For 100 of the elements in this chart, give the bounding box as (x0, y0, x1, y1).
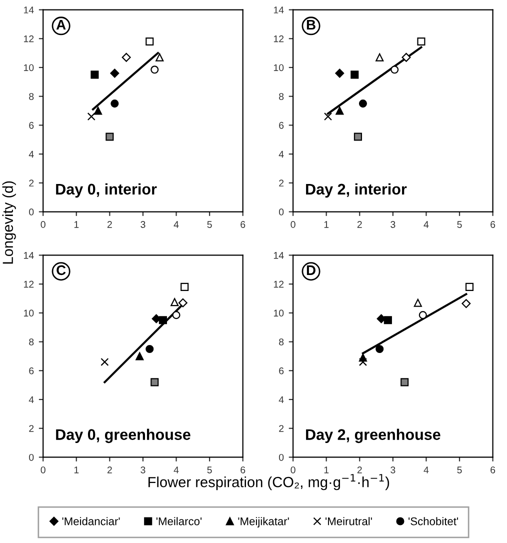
x-tick-label: 2 (107, 466, 112, 474)
point (358, 100, 367, 108)
point (384, 316, 392, 324)
legend-label: 'Meilarco' (156, 517, 202, 526)
y-tick-label: 12 (274, 280, 284, 288)
y-tick-label: 10 (24, 64, 34, 72)
x-tick-label: 0 (40, 466, 46, 474)
annotation: A (56, 20, 66, 30)
point (354, 132, 362, 141)
point (150, 378, 159, 386)
point (106, 132, 114, 141)
x-tick-label: 2 (357, 221, 362, 228)
y-tick-label: 4 (278, 150, 284, 158)
x-tick-label: 6 (490, 221, 496, 228)
y-tick-label: 14 (24, 252, 34, 259)
annotation: Day 0, interior (56, 183, 157, 198)
point (94, 106, 102, 115)
legend-label: 'Schobitet' (408, 517, 458, 526)
point (376, 344, 384, 354)
point (414, 298, 422, 307)
x-tick-label: 2 (107, 221, 112, 228)
annotation: C (56, 265, 66, 276)
x-tick-label: 4 (174, 466, 179, 474)
point (324, 112, 332, 121)
y-tick-label: 0 (29, 454, 34, 461)
y-tick-label: 12 (24, 35, 34, 42)
x-tick-label: 1 (324, 466, 329, 474)
y-tick-label: 2 (279, 180, 284, 186)
y-tick-label: 6 (29, 367, 34, 374)
y-tick-label: 14 (24, 6, 34, 14)
point (417, 37, 426, 46)
y-axis-title: Longevity (d) (2, 181, 16, 264)
y-tick-label: 10 (274, 310, 284, 317)
x-tick-label: 5 (207, 466, 212, 474)
point (376, 53, 384, 62)
y-tick-label: 6 (279, 122, 284, 129)
point (336, 106, 344, 115)
y-tick-label: 10 (274, 64, 284, 72)
x-tick-label: 5 (457, 466, 462, 474)
y-tick-label: 14 (274, 252, 284, 259)
x-tick-label: 4 (424, 221, 429, 228)
point (462, 299, 471, 308)
point (87, 112, 96, 121)
x-tick-label: 5 (207, 221, 212, 228)
y-tick-label: 6 (29, 122, 34, 129)
x-tick-label: 1 (74, 466, 79, 474)
y-tick-label: 8 (279, 338, 284, 346)
point (150, 66, 159, 74)
point (172, 311, 180, 320)
x-tick-label: 3 (140, 221, 146, 228)
annotation: Day 2, interior (306, 183, 407, 198)
x-tick-label: 1 (324, 221, 329, 228)
x-tick-label: 5 (457, 221, 462, 228)
x-tick-label: 0 (290, 466, 296, 474)
y-tick-label: 2 (279, 425, 284, 432)
y-tick-label: 4 (278, 396, 284, 404)
x-tick-label: 3 (390, 466, 396, 474)
x-tick-label: 4 (424, 466, 429, 474)
y-tick-label: 14 (274, 6, 284, 14)
legend-label: 'Meidanciar' (62, 517, 120, 526)
x-tick-label: 0 (290, 221, 296, 228)
x-tick-label: 0 (40, 221, 46, 228)
x-tick-label: 1 (74, 221, 79, 228)
y-tick-label: 8 (29, 338, 34, 346)
point (100, 358, 109, 366)
point (178, 298, 188, 308)
y-tick-label: 12 (24, 280, 34, 288)
point (90, 70, 99, 79)
point (158, 316, 167, 324)
y-tick-label: 12 (274, 35, 284, 42)
y-tick-label: 8 (279, 93, 284, 100)
y-tick-label: 4 (28, 150, 34, 158)
y-tick-label: 0 (278, 208, 284, 216)
point (146, 344, 154, 354)
y-tick-label: 0 (278, 454, 284, 461)
point (122, 52, 131, 62)
x-tick-label: 3 (390, 221, 396, 228)
point (110, 100, 119, 108)
point (335, 68, 344, 78)
point (110, 68, 120, 78)
point (390, 66, 399, 74)
x-tick-label: 3 (140, 466, 146, 474)
annotation: Day 2, greenhouse (306, 428, 440, 444)
point (358, 358, 367, 366)
annotation: Day 0, greenhouse (56, 428, 190, 444)
point (180, 282, 189, 291)
annotation: D (306, 265, 316, 275)
point (400, 378, 409, 386)
point (402, 52, 411, 62)
x-tick-label: 6 (240, 466, 246, 474)
x-tick-label: 2 (357, 466, 362, 474)
point (156, 53, 164, 62)
point (136, 352, 144, 360)
annotation: B (306, 20, 316, 30)
x-tick-label: 4 (174, 221, 179, 228)
y-tick-label: 4 (28, 396, 34, 404)
point (465, 282, 474, 291)
y-tick-label: 0 (29, 208, 34, 216)
y-tick-label: 6 (279, 367, 284, 374)
y-tick-label: 10 (24, 310, 34, 317)
